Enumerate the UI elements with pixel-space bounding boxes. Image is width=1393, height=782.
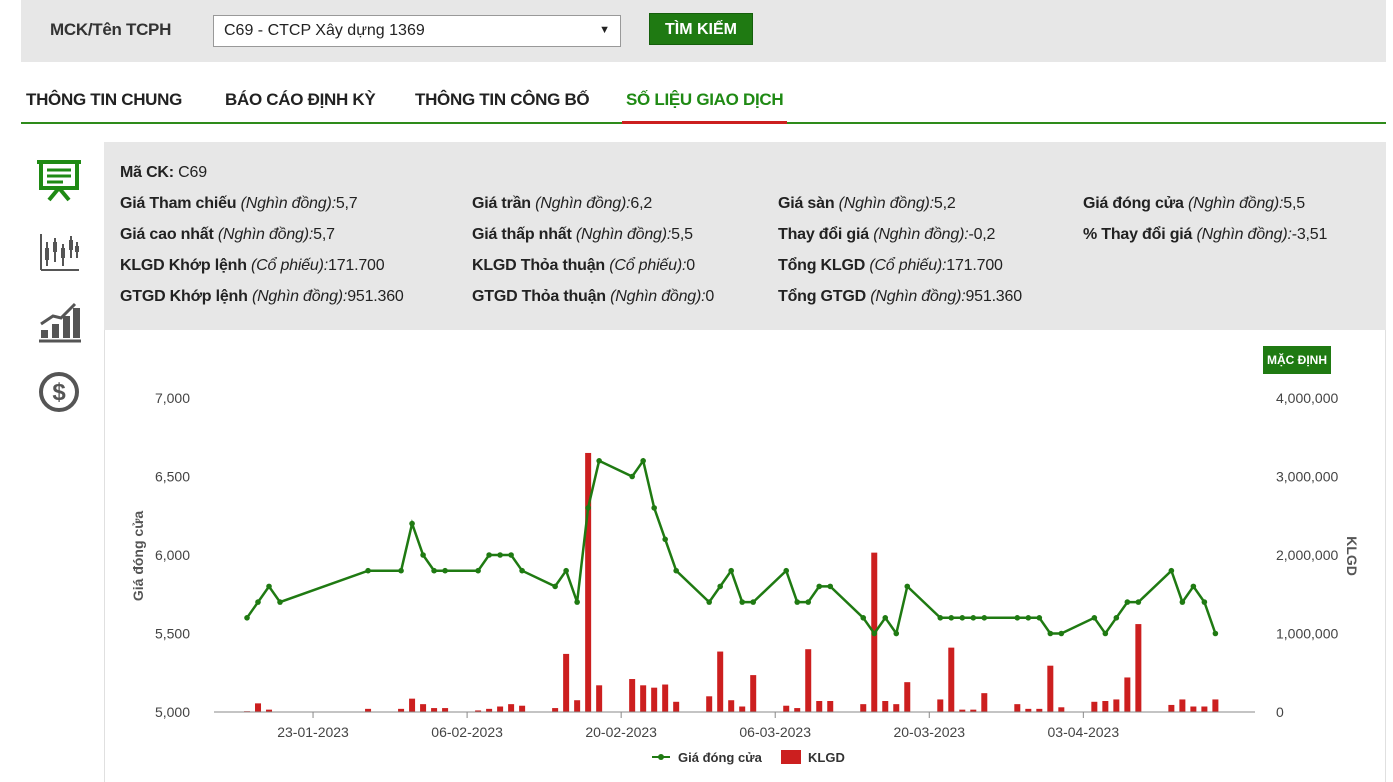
info-item: Giá Tham chiếu (Nghìn đồng):5,7 xyxy=(120,195,358,212)
chart-container xyxy=(104,330,1386,782)
svg-text:$: $ xyxy=(52,379,66,406)
tab-general-info[interactable]: THÔNG TIN CHUNG xyxy=(26,90,183,109)
stock-select[interactable]: C69 - CTCP Xây dựng 1369 ▼ xyxy=(213,15,621,47)
tab-trading-data[interactable]: SỐ LIỆU GIAO DỊCH xyxy=(622,90,788,124)
info-ma-ck: Mã CK: C69 xyxy=(120,164,207,181)
info-item: % Thay đổi giá (Nghìn đồng):-3,51 xyxy=(1083,226,1328,243)
tab-periodic-reports[interactable]: BÁO CÁO ĐỊNH KỲ xyxy=(225,90,376,109)
info-item: Giá thấp nhất (Nghìn đồng):5,5 xyxy=(472,226,693,243)
search-label: MCK/Tên TCPH xyxy=(50,20,172,39)
presentation-board-icon[interactable] xyxy=(35,158,83,206)
info-item: Giá đóng cửa (Nghìn đồng):5,5 xyxy=(1083,195,1305,212)
info-item: Tổng GTGD (Nghìn đồng):951.360 xyxy=(778,288,1022,305)
dollar-coin-icon[interactable]: $ xyxy=(35,368,83,416)
info-item: Giá sàn (Nghìn đồng):5,2 xyxy=(778,195,956,212)
growth-bar-chart-icon[interactable] xyxy=(35,298,83,346)
stock-select-value: C69 - CTCP Xây dựng 1369 xyxy=(224,22,425,39)
info-item: Giá cao nhất (Nghìn đồng):5,7 xyxy=(120,226,335,243)
chevron-down-icon[interactable]: ▼ xyxy=(599,24,610,36)
tab-bar: THÔNG TIN CHUNG BÁO CÁO ĐỊNH KỲ THÔNG TI… xyxy=(21,84,1386,124)
info-item: Thay đổi giá (Nghìn đồng):-0,2 xyxy=(778,226,996,243)
stock-info-panel: Mã CK: C69 Giá Tham chiếu (Nghìn đồng):5… xyxy=(104,142,1386,330)
reset-zoom-button[interactable]: MẶC ĐỊNH xyxy=(1263,346,1331,374)
tab-disclosures[interactable]: THÔNG TIN CÔNG BỐ xyxy=(415,90,590,109)
info-item: GTGD Khớp lệnh (Nghìn đồng):951.360 xyxy=(120,288,404,305)
info-item: Tổng KLGD (Cổ phiếu):171.700 xyxy=(778,257,1003,274)
search-bar: MCK/Tên TCPH C69 - CTCP Xây dựng 1369 ▼ … xyxy=(21,0,1386,62)
info-item: KLGD Thỏa thuận (Cổ phiếu):0 xyxy=(472,257,695,274)
search-button[interactable]: TÌM KIẾM xyxy=(649,13,753,45)
candlestick-chart-icon[interactable] xyxy=(35,228,83,276)
info-item: Giá trần (Nghìn đồng):6,2 xyxy=(472,195,653,212)
info-item: GTGD Thỏa thuận (Nghìn đồng):0 xyxy=(472,288,715,305)
info-item: KLGD Khớp lệnh (Cổ phiếu):171.700 xyxy=(120,257,385,274)
